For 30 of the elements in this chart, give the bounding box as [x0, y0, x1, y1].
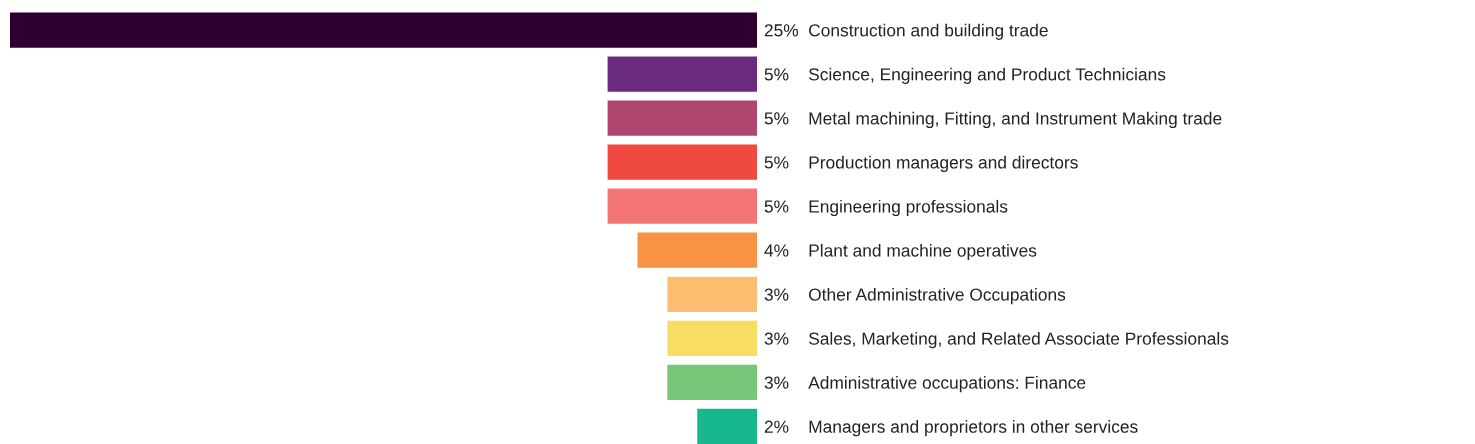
- y-tick-label: Sales, Marketing, and Related Associate Professionals: [808, 332, 1229, 349]
- bar: [667, 320, 757, 356]
- data-label: 5%: [764, 68, 789, 81]
- data-label: 5%: [764, 156, 789, 169]
- bar: [667, 276, 757, 312]
- y-tick-label: Administrative occupations: Finance: [808, 376, 1086, 393]
- data-label: 3%: [764, 376, 789, 389]
- y-tick-label: Engineering professionals: [809, 199, 1008, 217]
- bar: [10, 12, 757, 48]
- y-tick-label: Metal machining, Fitting, and Instrument Making trade: [809, 111, 1222, 128]
- bar: [637, 232, 757, 268]
- y-tick-label: Science, Engineering and Product Technicians: [808, 67, 1166, 84]
- data-label: 5%: [764, 112, 789, 125]
- bar: [607, 144, 757, 180]
- y-tick-label: Other Administrative Occupations: [809, 287, 1066, 305]
- data-label: 3%: [764, 288, 789, 301]
- bar: [607, 56, 757, 92]
- y-tick-label: Construction and building trade: [809, 23, 1048, 40]
- bar: [607, 188, 757, 224]
- y-tick-label: Production managers and directors: [809, 155, 1078, 173]
- data-label: 5%: [764, 200, 789, 213]
- bar: [667, 364, 757, 400]
- y-tick-label: Managers and proprietors in other services: [809, 420, 1138, 437]
- bar: [607, 100, 757, 136]
- data-label: 2%: [764, 420, 789, 433]
- bar: [697, 408, 757, 444]
- data-label: 4%: [764, 244, 789, 257]
- data-label: 3%: [764, 332, 789, 345]
- y-tick-label: Plant and machine operatives: [809, 243, 1037, 261]
- data-label: 25%: [764, 24, 799, 37]
